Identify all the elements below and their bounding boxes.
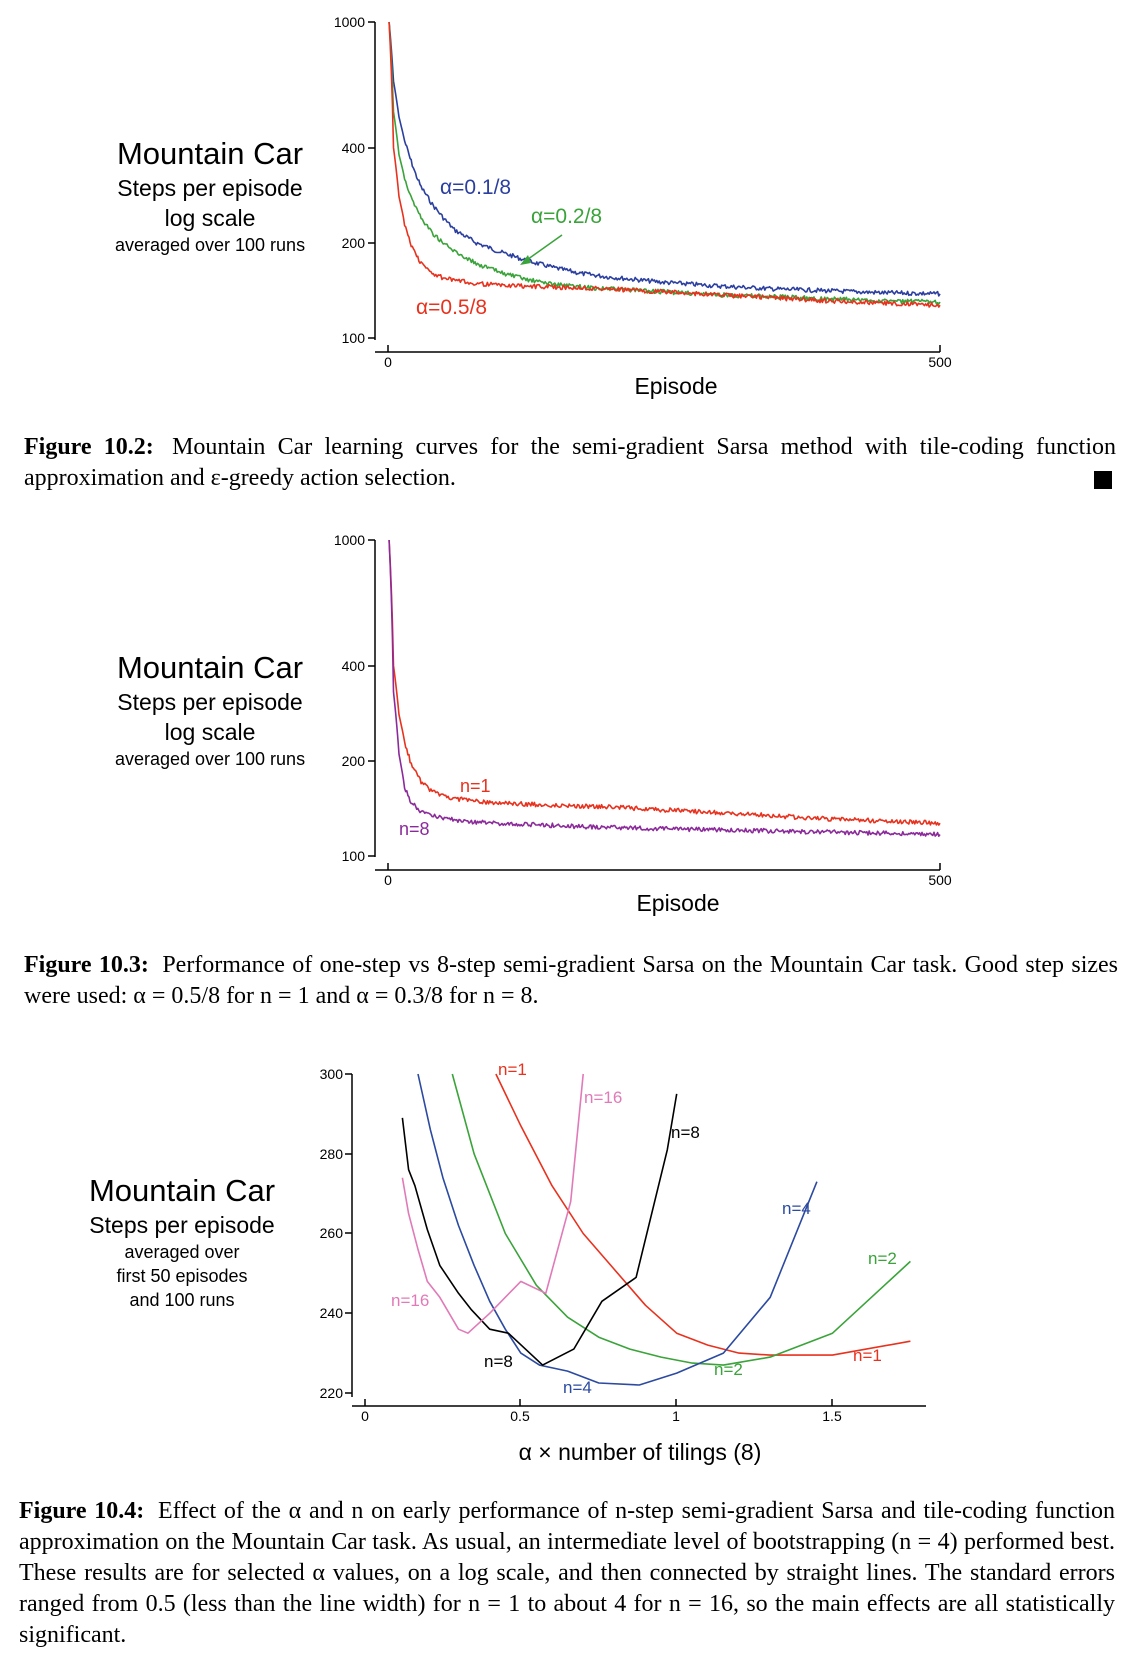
side-line: Steps per episode	[117, 175, 303, 201]
caption-label: Figure 10.2:	[24, 434, 154, 460]
series-line	[401, 1093, 678, 1366]
caption-label: Figure 10.3:	[24, 952, 149, 978]
series-label: n=16	[584, 1088, 622, 1107]
caption-label: Figure 10.4:	[19, 1498, 145, 1524]
y-tick-label: 1000	[334, 14, 365, 30]
y-tick-label: 200	[342, 235, 366, 251]
series-line	[388, 539, 941, 838]
x-tick-label: 1.5	[822, 1408, 842, 1424]
series-label: n=8	[399, 819, 430, 839]
y-tick-label: 400	[342, 658, 366, 674]
side-line: averaged over 100 runs	[114, 749, 306, 769]
series-line	[388, 21, 941, 305]
annotation-arrowhead	[520, 255, 531, 265]
caption-text: Mountain Car learning curves for the sem…	[24, 434, 1116, 491]
series-layer	[388, 539, 941, 838]
figure-10-2-side-label: Mountain Car Steps per episode log scale…	[90, 135, 330, 257]
side-line: Steps per episode	[89, 1212, 275, 1238]
series-label: n=4	[782, 1199, 811, 1218]
x-tick-label: 0	[384, 872, 392, 888]
series-label: n=1	[853, 1346, 882, 1365]
side-line: Steps per episode	[117, 689, 303, 715]
side-line: first 50 episodes	[116, 1266, 248, 1286]
end-of-example-mark	[1094, 471, 1112, 489]
series-label: α=0.5/8	[416, 296, 487, 319]
figure-10-3-side-label: Mountain Car Steps per episode log scale…	[90, 649, 330, 771]
series-layer	[401, 1073, 911, 1386]
x-axis-label: α × number of tilings (8)	[519, 1439, 762, 1465]
y-tick-label: 400	[342, 140, 366, 156]
y-tick-label: 280	[320, 1146, 344, 1162]
caption-text: Effect of the α and n on early performan…	[19, 1498, 1116, 1648]
side-line: log scale	[164, 719, 256, 745]
figure-10-2-chart: 1000 400 200 100 0 500 Episode α=0.1/8 α…	[334, 14, 952, 399]
y-tick-label: 100	[342, 330, 366, 346]
series-line	[388, 539, 941, 826]
x-axis: 0 500 Episode	[375, 863, 952, 916]
series-line	[401, 1073, 584, 1335]
x-tick-label: 500	[928, 354, 952, 370]
figure-10-2-caption: Figure 10.2: Mountain Car learning curve…	[24, 432, 1116, 494]
series-label: α=0.2/8	[531, 205, 602, 228]
figure-10-4-side-label: Mountain Car Steps per episode averaged …	[62, 1172, 302, 1312]
x-axis: 0 500 Episode	[375, 345, 952, 399]
series-layer	[388, 21, 941, 308]
series-label: n=16	[391, 1291, 429, 1310]
x-tick-label: 1	[672, 1408, 680, 1424]
y-axis: 300 280 260 240 220	[320, 1066, 353, 1401]
series-label: n=1	[460, 776, 491, 796]
series-label: α=0.1/8	[440, 176, 511, 199]
series-line	[388, 21, 941, 297]
series-label: n=4	[563, 1378, 592, 1397]
y-axis: 1000 400 200 100	[334, 14, 376, 346]
figure-10-4-chart: 300 280 260 240 220 0 0.5 1 1.5 α × numb…	[320, 1060, 926, 1465]
y-tick-label: 200	[342, 753, 366, 769]
series-line	[388, 21, 941, 308]
x-tick-label: 0.5	[510, 1408, 530, 1424]
y-tick-label: 260	[320, 1225, 344, 1241]
side-line: log scale	[164, 205, 256, 231]
series-label: n=1	[498, 1060, 527, 1079]
y-tick-label: 100	[342, 848, 366, 864]
y-axis: 1000 400 200 100	[334, 532, 376, 864]
side-line: and 100 runs	[129, 1290, 235, 1310]
annotation-arrow	[523, 234, 563, 263]
x-tick-label: 0	[384, 354, 392, 370]
x-axis: 0 0.5 1 1.5 α × number of tilings (8)	[352, 1399, 926, 1465]
y-tick-label: 240	[320, 1305, 344, 1321]
y-tick-label: 300	[320, 1066, 344, 1082]
side-line: averaged over 100 runs	[114, 235, 306, 255]
series-label: n=8	[671, 1123, 700, 1142]
x-axis-label: Episode	[636, 890, 719, 916]
series-line	[451, 1073, 911, 1366]
y-tick-label: 220	[320, 1385, 344, 1401]
figure-10-3-chart: 1000 400 200 100 0 500 Episode n=1 n=8	[334, 532, 952, 916]
side-title: Mountain Car	[88, 1173, 276, 1208]
series-label: n=2	[714, 1360, 743, 1379]
series-line	[417, 1073, 818, 1386]
side-title: Mountain Car	[116, 136, 304, 171]
series-line	[495, 1073, 911, 1356]
y-tick-label: 1000	[334, 532, 365, 548]
side-title: Mountain Car	[116, 650, 304, 685]
figure-10-4-caption: Figure 10.4: Effect of the α and n on ea…	[19, 1496, 1115, 1651]
caption-text: Performance of one-step vs 8-step semi-g…	[24, 952, 1119, 1009]
x-axis-label: Episode	[634, 373, 717, 399]
series-label: n=2	[868, 1249, 897, 1268]
figure-10-3-caption: Figure 10.3: Performance of one-step vs …	[24, 950, 1118, 1012]
x-tick-label: 500	[928, 872, 952, 888]
side-line: averaged over	[124, 1242, 240, 1262]
series-label: n=8	[484, 1352, 513, 1371]
x-tick-label: 0	[361, 1408, 369, 1424]
